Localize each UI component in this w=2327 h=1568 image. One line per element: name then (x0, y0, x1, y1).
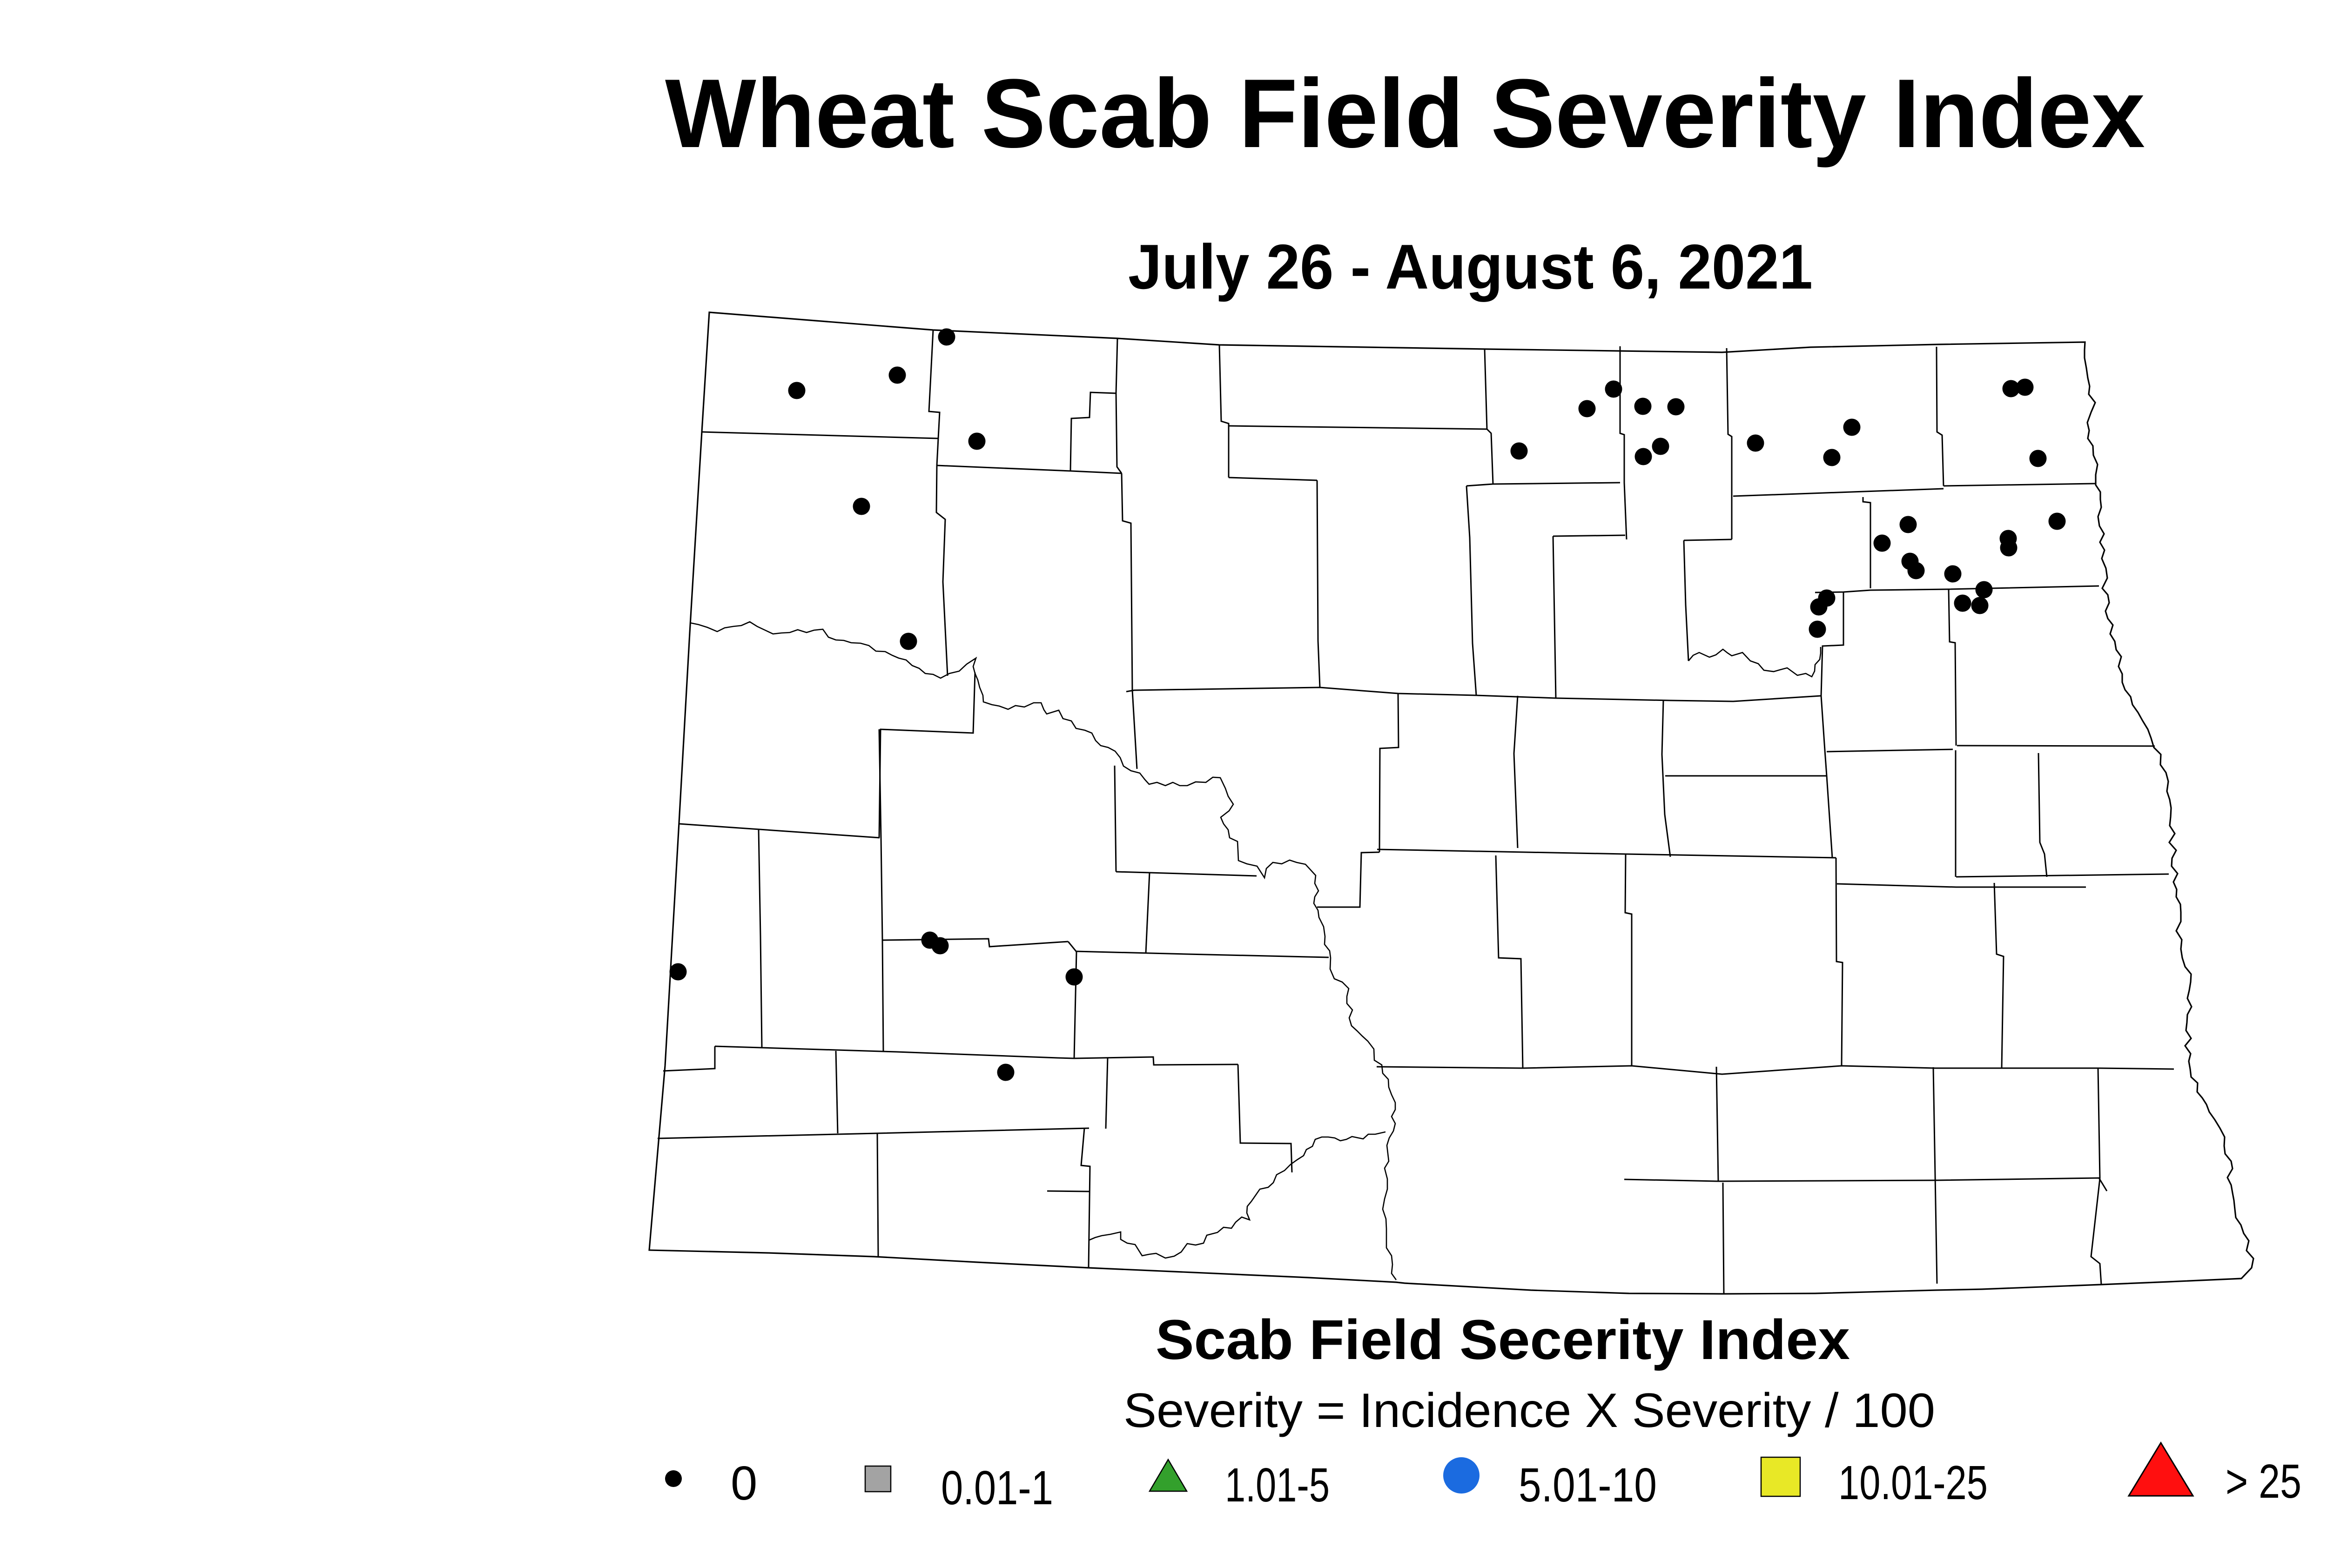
svg-text:1.01-5: 1.01-5 (1225, 1458, 1330, 1512)
svg-text:5.01-10: 5.01-10 (1519, 1458, 1657, 1512)
svg-text:10.01-25: 10.01-25 (1838, 1456, 1988, 1509)
svg-text:> 25: > 25 (2226, 1454, 2301, 1508)
svg-text:Severity = Incidence X Severit: Severity = Incidence X Severity / 100 (1123, 1384, 1935, 1438)
svg-text:Scab Field Secerity Index: Scab Field Secerity Index (1156, 1308, 1850, 1371)
svg-text:Wheat Scab Field Severity Inde: Wheat Scab Field Severity Index (665, 59, 2145, 168)
svg-text:0.01-1: 0.01-1 (941, 1461, 1053, 1514)
svg-text:0: 0 (731, 1456, 757, 1510)
svg-text:July 26 - August 6, 2021: July 26 - August 6, 2021 (1128, 231, 1813, 302)
